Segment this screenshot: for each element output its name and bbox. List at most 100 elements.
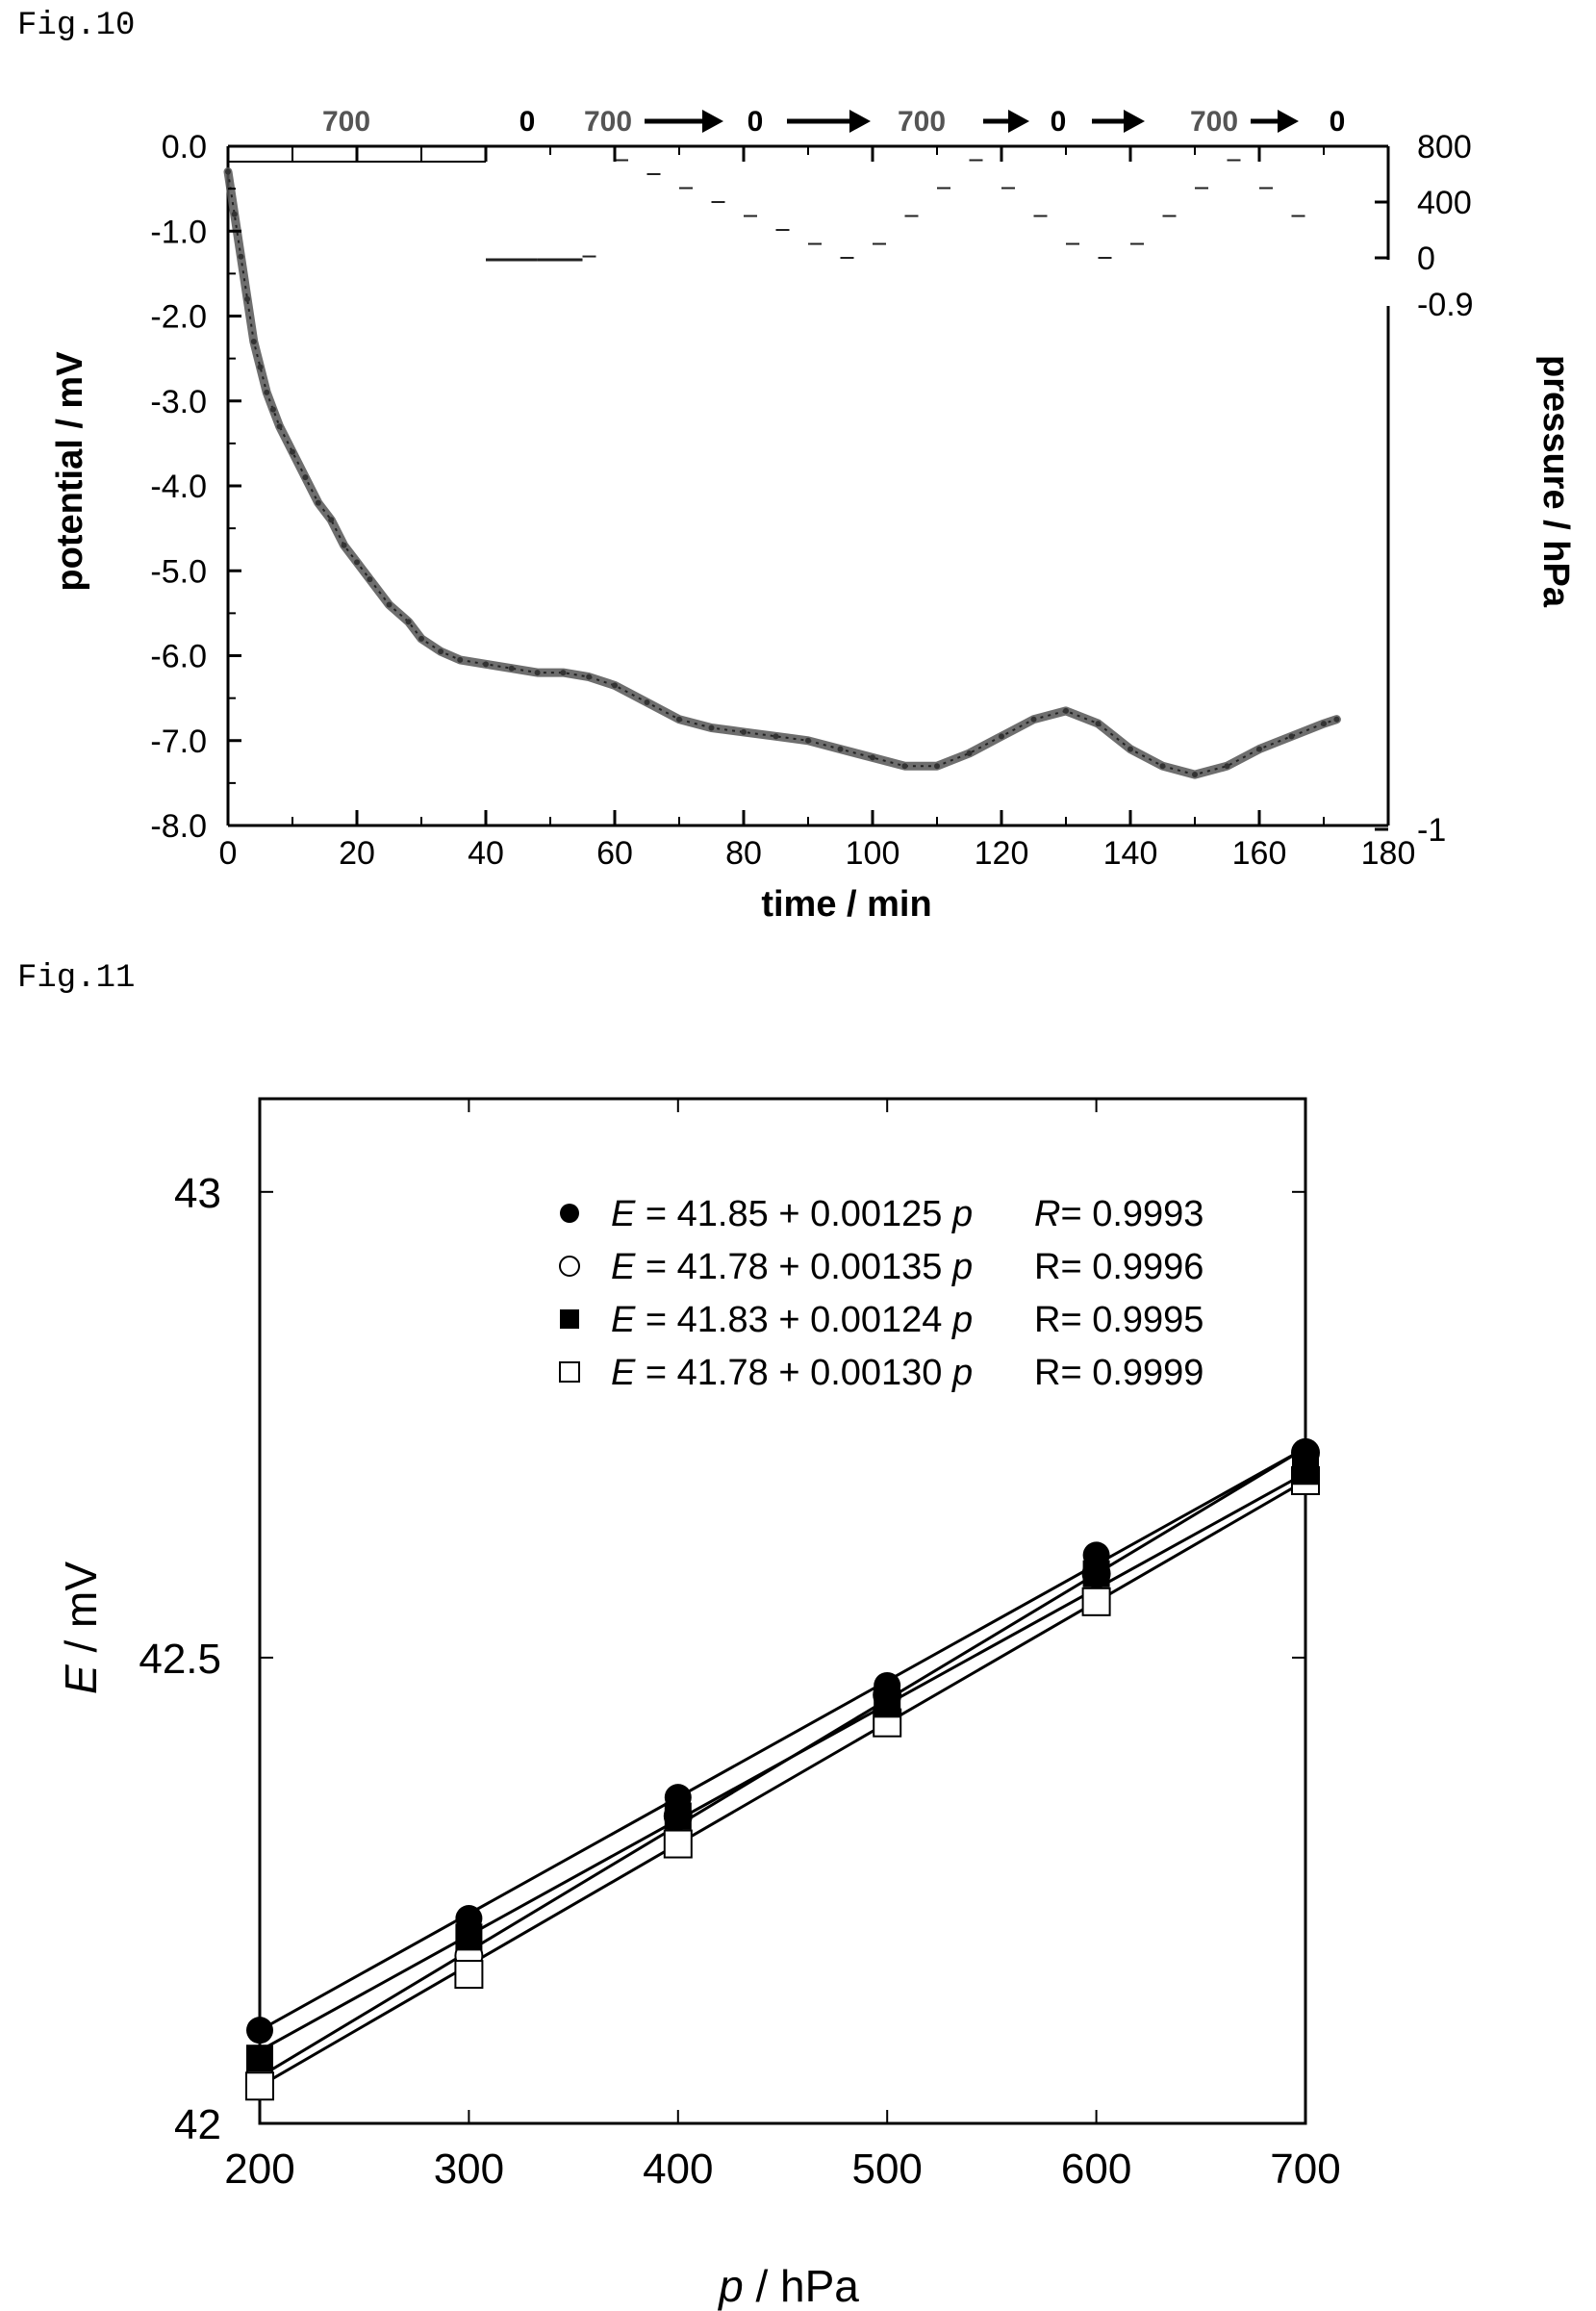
fig10-potential-point: [773, 733, 779, 740]
fig11-legend-r: R= 0.9995: [1034, 1300, 1203, 1340]
fig10-potential-point: [870, 754, 875, 761]
fig11-legend-r: R= 0.9993: [1034, 1194, 1203, 1234]
fig11-axes: 200 300 400 500 600 700 42 42.5 43: [139, 1099, 1341, 2193]
fig10-pressure-sequence-label: 0: [1330, 106, 1346, 138]
fig10-x-axis-label: time / min: [761, 884, 931, 925]
fig10-potential-point: [231, 211, 238, 217]
fig10-y2-tick-label: 0: [1417, 241, 1435, 277]
fig11-y-tick-label: 42.5: [139, 1636, 221, 1683]
fig10-y-tick-label: -7.0: [150, 724, 207, 760]
fig11-plot-frame: [258, 1097, 1307, 2125]
fig10-potential-point: [1030, 716, 1037, 723]
fig11-legend-marker-open-circle: [559, 1256, 580, 1277]
fig10-potential-point: [264, 389, 270, 395]
fig11-frame: [258, 1097, 1307, 2125]
fig11-point-filled-circle: [1082, 1541, 1110, 1569]
fig10-potential-point: [560, 670, 567, 676]
fig11-data-points: [245, 1437, 1320, 2101]
fig11-y-axis-label-var: E: [56, 1663, 106, 1694]
fig11-legend-eq-body: = 41.85 + 0.00125: [635, 1194, 952, 1234]
fig10-potential-point: [1333, 716, 1340, 723]
fig10-potential-point: [244, 295, 251, 302]
fig10-y-axis-label: potential / mV: [50, 351, 90, 592]
fig11-legend-eq-p: p: [951, 1300, 973, 1340]
fig11-x-tick-label: 400: [643, 2146, 713, 2193]
fig10-arrow-head: [1008, 110, 1029, 133]
fig10-potential-point: [483, 661, 489, 668]
fig10-potential-point: [405, 619, 412, 625]
fig11-legend-eq-p: p: [951, 1353, 973, 1393]
fig10-potential-point: [1288, 733, 1295, 740]
fig11-point-open-square: [663, 1829, 693, 1859]
fig11-fit-line: [259, 1446, 1306, 2032]
fig11-legend-eq-p: p: [951, 1194, 973, 1234]
fig10-potential-point: [302, 474, 309, 481]
fig10-y-tick-label: -3.0: [150, 384, 207, 420]
fig10-chart: 700 0 700 0 700 0 700 0 0 20 40 60 80 100 120 140 160 18…: [50, 106, 1576, 925]
fig10-axes: 0 20 40 60 80 100 120 140 160 180 0.0 -1.0 -2.0 -3.0 -…: [150, 129, 1473, 872]
fig11-point-open-square: [245, 2071, 274, 2101]
fig11-legend-marker-open-square: [559, 1361, 580, 1383]
fig11-point-open-square: [1081, 1587, 1111, 1616]
fig10-potential-point: [386, 601, 393, 608]
fig11-legend-equation: E = 41.85 + 0.00125 p: [611, 1194, 973, 1234]
fig10-potential-point: [805, 737, 811, 744]
fig10-potential-point: [708, 724, 715, 731]
fig10-potential-point: [676, 716, 682, 723]
fig10-pressure-sequence-label: 700: [584, 106, 632, 138]
fig10-potential-point: [1127, 746, 1133, 752]
fig10-potential-point: [1256, 746, 1262, 752]
fig10-x-tick-label: 80: [725, 835, 762, 872]
fig11-point-filled-circle: [455, 1905, 483, 1932]
fig10-potential-point: [934, 763, 940, 770]
fig11-legend-eq-e: E: [611, 1194, 636, 1234]
fig10-arrow-head: [702, 110, 723, 133]
fig11-legend-eq-body: = 41.83 + 0.00124: [635, 1300, 952, 1340]
fig10-y-tick-label: -4.0: [150, 469, 207, 505]
fig11-legend-marker-filled-square: [560, 1309, 579, 1329]
fig10-potential-point: [741, 728, 747, 735]
fig11-y-axis-label: E / mV: [56, 1562, 106, 1694]
fig11-point-filled-circle: [664, 1784, 692, 1812]
fig11-legend-marker-filled-circle: [560, 1204, 579, 1223]
fig11-label: Fig.11: [17, 960, 136, 997]
fig10-potential-point: [901, 763, 908, 770]
fig11-y-tick-label: 42: [174, 2101, 221, 2148]
fig10-x-tick-label: 160: [1232, 835, 1287, 872]
fig11-legend-r-label: R: [1034, 1353, 1060, 1393]
fig10-x-tick-label: 120: [975, 835, 1029, 872]
fig11-legend-eq-e: E: [611, 1247, 636, 1287]
fig10-pressure-sequence-label: 700: [898, 106, 946, 138]
fig10-y2-tick-label: 800: [1417, 129, 1472, 165]
fig10-potential-point: [586, 673, 593, 680]
fig10-potential-point: [999, 733, 1004, 740]
fig10-potential-point: [644, 699, 650, 706]
fig10-potential-point: [438, 648, 444, 655]
fig11-legend-r-label: R: [1034, 1300, 1060, 1340]
fig10-arrow-head: [1278, 110, 1299, 133]
fig11-legend-r-value: = 0.9996: [1060, 1247, 1203, 1287]
fig10-y-tick-label: -8.0: [150, 808, 207, 845]
fig11-y-axis-label-unit: / mV: [56, 1562, 106, 1665]
fig10-potential-point: [238, 253, 244, 260]
fig11-legend-r-label: R: [1034, 1247, 1060, 1287]
fig11-x-tick-label: 300: [434, 2146, 504, 2193]
fig10-x-tick-label: 140: [1103, 835, 1158, 872]
fig11-point-filled-circle: [246, 2017, 273, 2044]
fig11-chart: 200 300 400 500 600 700 42 42.5 43 E = 41.85 + 0…: [56, 1097, 1341, 2311]
fig11-x-tick-label: 600: [1061, 2146, 1131, 2193]
fig11-point-filled-circle: [1292, 1438, 1319, 1466]
fig11-legend-r-value: = 0.9995: [1060, 1300, 1203, 1340]
fig10-potential-point: [269, 406, 276, 413]
fig10-potential-point: [225, 168, 231, 175]
fig10-potential-point: [315, 499, 321, 506]
fig10-potential-point: [534, 670, 541, 676]
fig10-y2-tick-label: -0.9: [1417, 287, 1474, 323]
fig11-point-filled-square: [246, 2044, 273, 2072]
fig11-legend-eq-e: E: [611, 1300, 636, 1340]
fig10-y2-tick-label: -1: [1417, 812, 1446, 849]
fig11-fit-lines: [259, 1446, 1306, 2088]
fig10-pressure-sequence: 700 0 700 0 700 0 700 0: [322, 106, 1345, 138]
fig10-potential-point: [1224, 763, 1230, 770]
fig10-potential-point: [276, 423, 283, 430]
